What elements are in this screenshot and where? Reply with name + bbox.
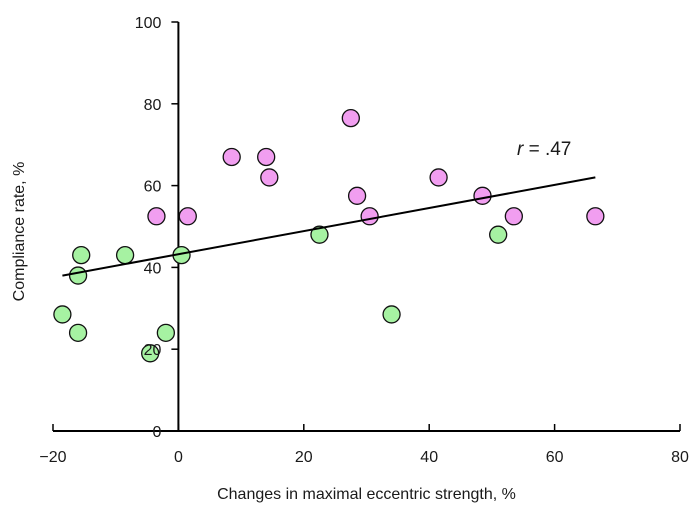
data-point-green bbox=[141, 344, 160, 363]
data-point-pink bbox=[178, 207, 197, 226]
data-point-pink bbox=[222, 147, 241, 167]
y-tick-label: 40 bbox=[144, 260, 162, 277]
y-tick-label: 0 bbox=[152, 424, 161, 441]
x-tick-label: 40 bbox=[420, 449, 438, 466]
data-point-green bbox=[53, 305, 72, 324]
data-point-green bbox=[156, 323, 176, 342]
data-point-green bbox=[68, 323, 88, 342]
x-tick-label: 0 bbox=[174, 449, 183, 466]
y-ticks: 0 20 40 60 80 100 bbox=[135, 15, 179, 441]
data-point-green bbox=[489, 225, 508, 244]
data-point-green bbox=[68, 266, 88, 285]
x-tick-label: 20 bbox=[295, 449, 313, 466]
r-value: = .47 bbox=[523, 139, 571, 160]
data-point-pink bbox=[504, 207, 523, 226]
y-tick-label: 80 bbox=[144, 97, 162, 114]
x-tick-label: 80 bbox=[671, 449, 689, 466]
data-point-green bbox=[310, 225, 329, 244]
data-point-pink bbox=[473, 186, 492, 205]
trendline bbox=[62, 176, 596, 277]
axes bbox=[53, 22, 680, 432]
x-ticks: −20 0 20 40 60 80 bbox=[39, 424, 689, 466]
data-point-pink bbox=[260, 168, 279, 187]
data-point-pink bbox=[257, 147, 276, 167]
y-tick-label: 100 bbox=[135, 15, 162, 32]
data-point-green bbox=[382, 305, 401, 324]
data-point-pink bbox=[341, 108, 360, 128]
data-point-pink bbox=[147, 207, 166, 226]
data-points bbox=[53, 108, 605, 363]
data-point-green bbox=[115, 245, 135, 265]
y-tick-label: 20 bbox=[144, 342, 162, 359]
data-point-pink bbox=[586, 207, 605, 226]
data-point-pink bbox=[360, 207, 379, 226]
r-symbol: r bbox=[517, 139, 524, 160]
data-point-green bbox=[72, 245, 91, 265]
x-axis-title: Changes in maximal eccentric strength, % bbox=[217, 486, 516, 503]
y-tick-label: 60 bbox=[144, 179, 162, 196]
y-axis-title: Compliance rate, % bbox=[11, 162, 28, 302]
x-tick-label: −20 bbox=[39, 449, 66, 466]
data-point-pink bbox=[429, 168, 448, 187]
x-tick-label: 60 bbox=[546, 449, 564, 466]
trendline-group bbox=[62, 176, 596, 277]
data-point-pink bbox=[347, 186, 367, 205]
correlation-annotation: r = .47 bbox=[517, 139, 571, 160]
